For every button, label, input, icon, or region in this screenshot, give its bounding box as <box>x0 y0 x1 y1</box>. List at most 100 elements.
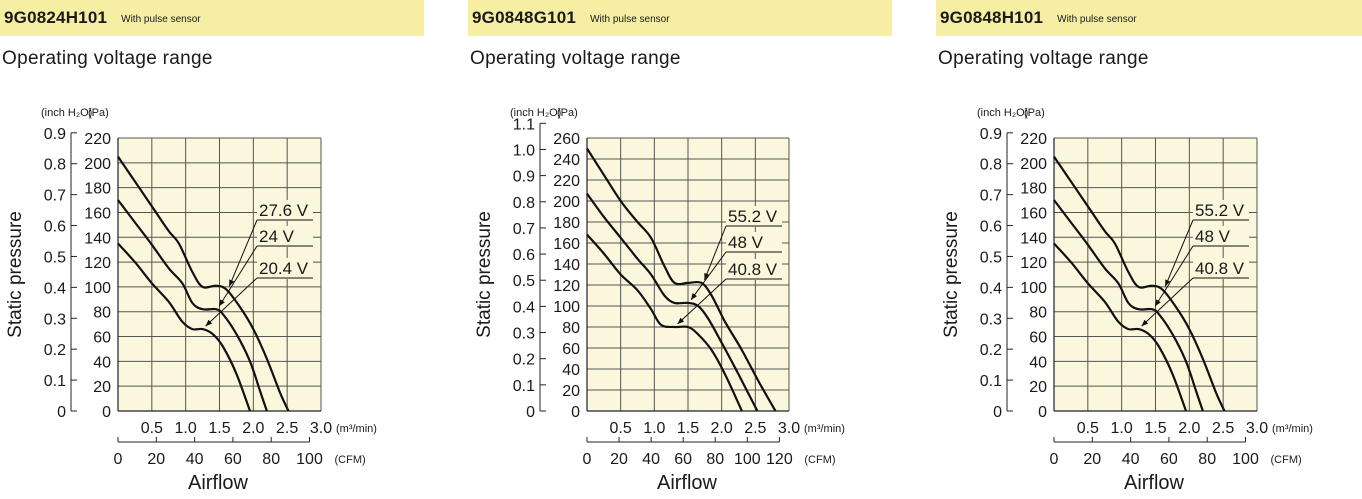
y-tick-label-inch: 0.6 <box>44 219 66 236</box>
series-label-leader <box>205 277 258 327</box>
y-tick-label-pa: 200 <box>84 156 111 173</box>
x-unit-m3min: (m³/min) <box>336 423 377 435</box>
y-tick-label-pa: 220 <box>84 131 111 148</box>
x-tick-label-m3min: 1.5 <box>208 420 230 437</box>
x-tick-label-cfm: 60 <box>674 451 692 468</box>
y-tick-label-inch: 0 <box>57 404 66 421</box>
y-tick-label-pa: 80 <box>1029 305 1047 322</box>
y-tick-label-pa: 180 <box>84 181 111 198</box>
x-tick-label-m3min: 3.0 <box>778 420 800 437</box>
x-tick-label-cfm: 20 <box>1083 451 1101 468</box>
pq-chart: 02040608010012014016018020022000.10.20.3… <box>941 107 1313 494</box>
series-label-bg <box>726 232 782 253</box>
y-unit-inch: (inch H₂O) <box>977 107 1028 119</box>
model-number: 9G0848G101 <box>472 8 577 27</box>
x-tick-label-m3min: 0.5 <box>1077 420 1099 437</box>
series-label-arrowhead <box>229 279 235 287</box>
pq-chart: 02040608010012014016018020022024026000.1… <box>474 107 845 494</box>
series-label-leader <box>1141 277 1194 327</box>
x-tick-label-cfm: 40 <box>186 451 204 468</box>
x-axis-title: Airflow <box>657 472 718 494</box>
chart-panel-1: 9G0824H101 With pulse sensor Operating v… <box>0 0 456 499</box>
x-unit-m3min: (m³/min) <box>1272 423 1313 435</box>
x-tick-label-m3min: 1.5 <box>677 420 699 437</box>
series-label-arrowhead <box>1165 279 1171 287</box>
y-tick-label-pa: 100 <box>553 299 580 316</box>
y-tick-label-pa: 160 <box>84 205 111 222</box>
chart-panel-2: 9G0848G101 With pulse sensor Operating v… <box>468 0 924 499</box>
x-axis-title: Airflow <box>1124 472 1185 494</box>
y-unit-pa: (Pa) <box>1024 107 1045 119</box>
y-tick-label-inch: 0.4 <box>44 280 66 297</box>
y-tick-label-pa: 60 <box>1029 330 1047 347</box>
y-tick-label-pa: 120 <box>84 255 111 272</box>
x-tick-label-cfm: 100 <box>296 451 323 468</box>
x-tick-label-m3min: 1.0 <box>643 420 665 437</box>
x-tick-label-m3min: 1.5 <box>1144 420 1166 437</box>
series-line <box>1053 242 1188 412</box>
chart-subtitle: Operating voltage range <box>938 48 1149 69</box>
x-tick-label-cfm: 20 <box>610 451 628 468</box>
y-tick-label-inch: 0.6 <box>980 219 1002 236</box>
y-tick-label-pa: 180 <box>1020 181 1047 198</box>
model-note: With pulse sensor <box>121 14 201 25</box>
series-label: 55.2 V <box>1195 201 1245 220</box>
x-tick-label-cfm: 40 <box>1122 451 1140 468</box>
series-line <box>586 233 743 412</box>
x-tick-label-cfm: 80 <box>262 451 280 468</box>
y-tick-label-inch: 0.2 <box>513 352 535 369</box>
y-tick-label-pa: 200 <box>553 194 580 211</box>
series-label-leader <box>1154 245 1194 307</box>
y-tick-label-inch: 0.7 <box>980 188 1002 205</box>
y-tick-label-pa: 140 <box>1020 230 1047 247</box>
x-tick-label-cfm: 0 <box>583 451 592 468</box>
model-number: 9G0848H101 <box>940 8 1044 27</box>
x-tick-label-m3min: 2.5 <box>1212 420 1234 437</box>
series-label: 48 V <box>1195 227 1231 246</box>
x-tick-label-cfm: 80 <box>706 451 724 468</box>
y-tick-label-inch: 0.3 <box>980 311 1002 328</box>
x-tick-label-cfm: 100 <box>734 451 761 468</box>
y-tick-label-inch: 0.5 <box>513 273 535 290</box>
y-tick-label-pa: 100 <box>1020 280 1047 297</box>
x-tick-label-cfm: 100 <box>1232 451 1259 468</box>
x-axis-title: Airflow <box>188 472 249 494</box>
y-tick-label-inch: 0 <box>993 404 1002 421</box>
series-label-arrowhead <box>704 272 710 280</box>
y-tick-label-pa: 180 <box>553 215 580 232</box>
x-tick-label-cfm: 60 <box>224 451 242 468</box>
series-label-arrowhead <box>1155 299 1161 307</box>
x-tick-label-m3min: 1.0 <box>1111 420 1133 437</box>
y-tick-label-pa: 60 <box>93 330 111 347</box>
series-label-arrowhead <box>219 299 225 307</box>
y-tick-label-inch: 0.3 <box>513 326 535 343</box>
x-tick-label-cfm: 40 <box>642 451 660 468</box>
y-tick-label-pa: 0 <box>571 404 580 421</box>
series-line <box>117 199 268 412</box>
series-label-arrowhead <box>677 317 685 324</box>
x-tick-label-cfm: 60 <box>1160 451 1178 468</box>
y-tick-label-pa: 40 <box>562 362 580 379</box>
x-tick-label-cfm: 0 <box>1050 451 1059 468</box>
y-tick-label-inch: 0.8 <box>980 157 1002 174</box>
y-tick-label-pa: 60 <box>562 341 580 358</box>
y-tick-label-pa: 80 <box>562 320 580 337</box>
series-label-arrowhead <box>1141 319 1149 327</box>
y-tick-label-inch: 0.6 <box>513 247 535 264</box>
y-unit-pa: (Pa) <box>557 107 578 119</box>
y-axis-title: Static pressure <box>474 211 495 338</box>
x-tick-label-m3min: 2.0 <box>711 420 733 437</box>
y-tick-label-pa: 120 <box>553 278 580 295</box>
chart-subtitle: Operating voltage range <box>470 48 681 69</box>
y-tick-label-inch: 0.4 <box>513 299 535 316</box>
y-tick-label-pa: 20 <box>93 379 111 396</box>
pq-chart: 02040608010012014016018020022000.10.20.3… <box>5 107 377 494</box>
series-line <box>117 155 290 412</box>
y-tick-label-inch: 0.5 <box>44 249 66 266</box>
y-tick-label-pa: 80 <box>93 305 111 322</box>
x-tick-label-cfm: 80 <box>1198 451 1216 468</box>
series-label: 20.4 V <box>259 259 309 278</box>
model-header: 9G0848G101 With pulse sensor <box>468 0 892 36</box>
y-tick-label-pa: 200 <box>1020 156 1047 173</box>
series-label-leader <box>677 278 727 325</box>
